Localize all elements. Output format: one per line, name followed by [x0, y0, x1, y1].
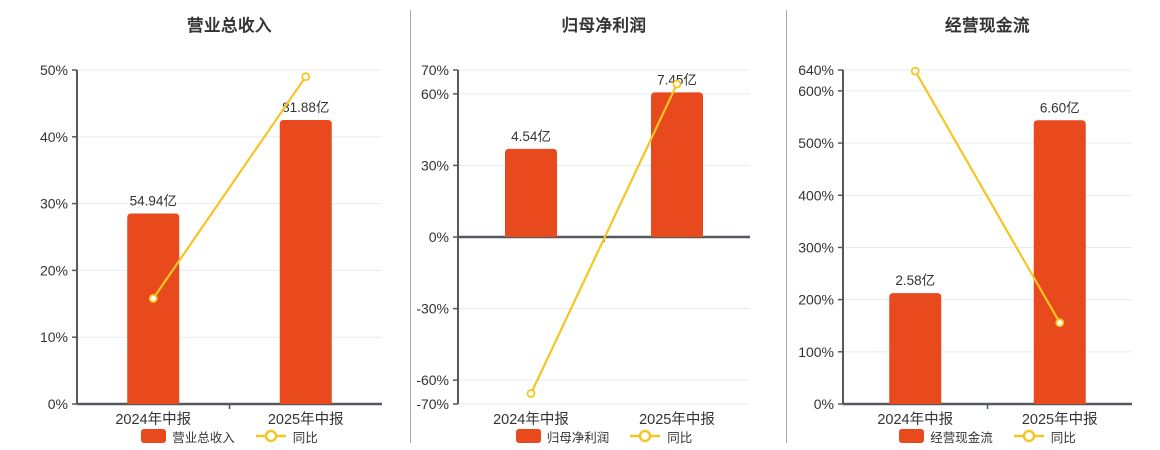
bar-value-label: 4.54亿	[511, 129, 551, 144]
cash-flow-legend: 经营现金流 同比	[843, 427, 1132, 445]
y-tick-label: -60%	[416, 372, 449, 388]
bar-2024年中报[interactable]	[127, 213, 180, 404]
bar-2024年中报[interactable]	[889, 293, 942, 404]
cash-flow-chart-title: 经营现金流	[945, 17, 1030, 35]
yoy-point[interactable]	[672, 79, 682, 89]
legend-yoy-label: 同比	[667, 430, 693, 445]
y-tick-label: 200%	[798, 292, 834, 308]
legend-bar-series[interactable]: 经营现金流	[899, 427, 993, 446]
y-tick-label: 400%	[798, 187, 834, 203]
yoy-point[interactable]	[301, 72, 311, 82]
net-profit-plot: -70%-60%-30%0%30%60%70%4.54亿7.45亿2024年中报…	[416, 62, 750, 428]
y-tick-label: 100%	[798, 344, 834, 360]
y-tick-label: 50%	[40, 62, 68, 78]
legend-yoy-label: 同比	[292, 430, 318, 445]
y-tick-label: 0%	[48, 396, 68, 412]
bar-2025年中报[interactable]	[1033, 120, 1086, 405]
yoy-line	[914, 70, 1061, 324]
bar-2025年中报[interactable]	[279, 120, 332, 404]
x-category-label: 2025年中报	[268, 411, 344, 428]
legend-yoy-series[interactable]: 同比	[629, 427, 692, 446]
legend-bar-label: 经营现金流	[930, 430, 993, 445]
yoy-point[interactable]	[1055, 318, 1065, 328]
y-tick-label: 30%	[40, 196, 68, 212]
yoy-line-icon	[1013, 429, 1044, 443]
y-tick-label: 70%	[421, 62, 449, 78]
y-tick-label: 640%	[798, 62, 834, 78]
bar-swatch-icon	[899, 429, 925, 443]
y-tick-label: 0%	[429, 229, 449, 245]
legend-bar-series[interactable]: 营业总收入	[141, 427, 235, 446]
y-tick-label: 20%	[40, 262, 68, 278]
legend-bar-label: 归母净利润	[546, 430, 610, 445]
revenue-legend: 营业总收入 同比	[77, 427, 382, 445]
bar-value-label: 54.94亿	[130, 193, 177, 208]
y-tick-label: 600%	[798, 83, 834, 99]
yoy-line-icon	[630, 429, 661, 443]
panel-divider	[786, 10, 787, 443]
revenue-chart-title: 营业总收入	[187, 17, 272, 35]
legend-yoy-series[interactable]: 同比	[1013, 427, 1076, 446]
x-category-label: 2024年中报	[115, 411, 191, 428]
y-tick-label: 500%	[798, 135, 834, 151]
bar-swatch-icon	[141, 429, 167, 443]
panel-divider	[410, 10, 411, 443]
yoy-point[interactable]	[526, 389, 536, 398]
x-category-label: 2024年中报	[493, 411, 569, 428]
cash-flow-plot: 0% 100% 200% 300% 400% 500% 600% 640% 2.58亿 6.60亿…	[798, 62, 1132, 428]
legend-bar-label: 营业总收入	[172, 430, 235, 445]
yoy-point[interactable]	[910, 66, 920, 76]
revenue-plot: 0% 10% 20% 30% 40% 50% 54.94亿 81.88亿 2024年中报 2025…	[40, 62, 382, 428]
bar-swatch-icon	[515, 429, 541, 443]
y-tick-label: 300%	[798, 239, 834, 255]
y-tick-label: 10%	[40, 329, 68, 345]
yoy-line	[530, 83, 678, 394]
x-category-label: 2025年中报	[1022, 411, 1098, 428]
legend-yoy-series[interactable]: 同比	[255, 427, 318, 446]
bar-value-label: 6.60亿	[1040, 100, 1080, 115]
y-tick-label: 0%	[814, 396, 834, 412]
y-tick-label: 60%	[421, 86, 449, 102]
yoy-line-icon	[255, 429, 286, 443]
bar-2024年中报[interactable]	[505, 148, 557, 237]
bar-value-label: 81.88亿	[282, 100, 329, 115]
legend-yoy-label: 同比	[1050, 430, 1076, 445]
bar-value-label: 2.58亿	[895, 273, 935, 288]
net-profit-chart-title: 归母净利润	[561, 17, 647, 35]
y-tick-label: -30%	[416, 301, 449, 317]
legend-bar-series[interactable]: 归母净利润	[515, 427, 610, 446]
cash-flow-chart-panel: 0% 100% 200% 300% 400% 500% 600% 640% 2.58亿 6.60亿…	[784, 0, 1160, 450]
net-profit-chart-panel: -70%-60%-30%0%30%60%70%4.54亿7.45亿2024年中报…	[410, 0, 784, 450]
net-profit-legend: 归母净利润 同比	[458, 427, 750, 445]
yoy-point[interactable]	[148, 294, 158, 303]
x-category-label: 2025年中报	[639, 411, 715, 428]
y-tick-label: 30%	[421, 157, 449, 173]
bar-2025年中报[interactable]	[651, 92, 703, 238]
y-tick-label: 40%	[40, 129, 68, 145]
x-category-label: 2024年中报	[877, 411, 953, 428]
yoy-line	[152, 76, 307, 300]
y-tick-label: -70%	[416, 396, 449, 412]
revenue-chart-panel: 0% 10% 20% 30% 40% 50% 54.94亿 81.88亿 2024年中报 2025…	[0, 0, 410, 450]
